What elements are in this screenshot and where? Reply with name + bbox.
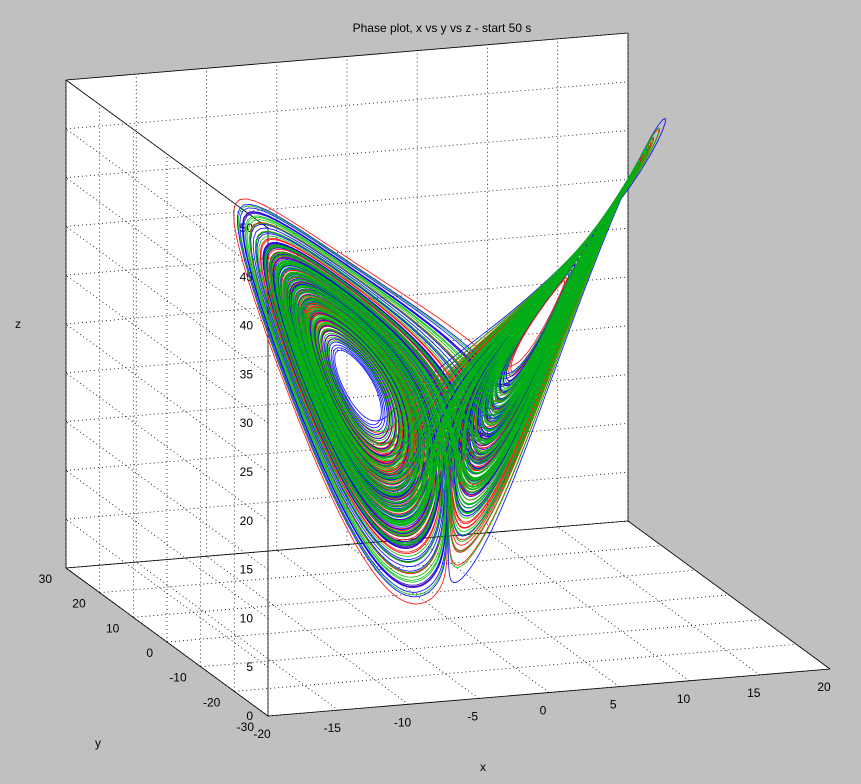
z-tick-label: 5: [246, 660, 253, 674]
y-tick-label: -10: [169, 671, 187, 685]
z-gridline: [65, 518, 269, 668]
z-tick-label: 30: [240, 416, 254, 430]
back-wall-top-edge: [65, 32, 629, 81]
trajectory-line-3: [238, 127, 661, 596]
z-tick-label: 0: [246, 709, 253, 723]
y-tick-label: 10: [106, 621, 120, 635]
y-tick-label: 0: [146, 646, 153, 660]
z-axis-label: z: [15, 317, 21, 331]
z-gridline: [65, 128, 269, 278]
x-gridline: [276, 550, 479, 699]
x-tick-label: -10: [394, 715, 412, 729]
floor-back-edge: [65, 520, 629, 569]
z-gridline: [65, 421, 269, 570]
z-tick-label: 25: [240, 465, 254, 479]
z-tick-label: 35: [240, 367, 254, 381]
x-axis-label: x: [480, 760, 486, 774]
z-gridline: [65, 177, 269, 326]
y-tick-label: -20: [203, 695, 221, 709]
z-tick-label: 15: [240, 563, 254, 577]
y-axis-line: [65, 567, 269, 717]
z-gridline: [65, 323, 269, 473]
z-tick-label: 20: [240, 514, 254, 528]
y-tick-label: 30: [39, 572, 53, 586]
x-gridline: [346, 544, 550, 693]
left-wall-top-edge: [65, 79, 269, 229]
x-gridline: [136, 561, 339, 711]
z-tick-label: 10: [240, 611, 254, 625]
x-tick-label: 15: [747, 686, 761, 700]
z-gridline: [65, 470, 269, 619]
y-axis-label: y: [95, 736, 101, 750]
y-tick-label: -30: [237, 720, 255, 734]
x-tick-label: -15: [324, 721, 342, 735]
z-gridline: [65, 372, 269, 522]
x-tick-label: 20: [817, 680, 831, 694]
x-tick-label: 0: [540, 704, 547, 718]
x-tick-label: 5: [610, 698, 617, 712]
x-tick-label: -5: [467, 709, 478, 723]
floor-right-edge: [627, 520, 831, 670]
z-gridline: [65, 226, 269, 375]
z-tick-label: 40: [240, 319, 254, 333]
x-tick-label: 10: [677, 692, 691, 706]
x-gridline: [557, 526, 760, 676]
z-gridline: [65, 274, 269, 424]
x-axis-line: [267, 668, 831, 717]
x-tick-label: -20: [253, 727, 271, 741]
chart-title: Phase plot, x vs y vs z - start 50 s: [353, 21, 532, 35]
x-gridline: [487, 532, 690, 682]
y-tick-label: 20: [72, 597, 86, 611]
